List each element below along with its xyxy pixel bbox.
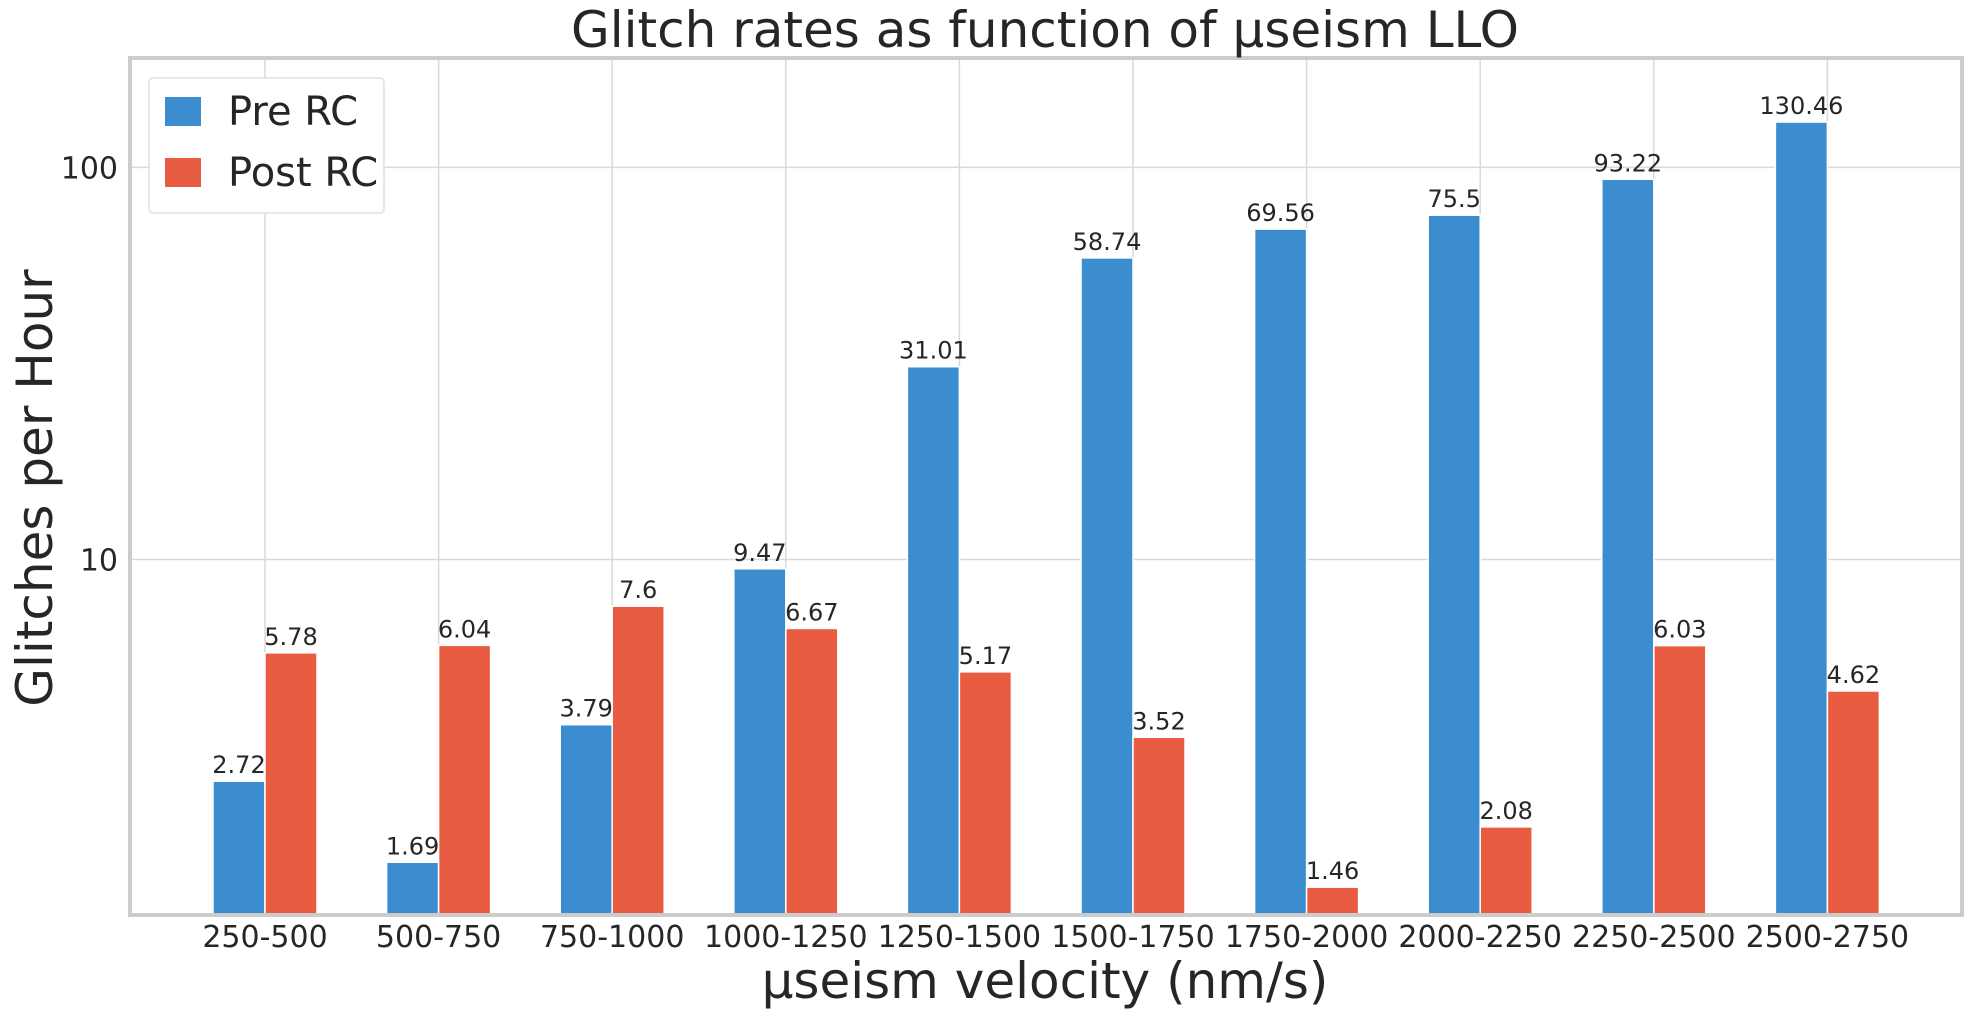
y-tick-label: 100 xyxy=(61,151,118,186)
y-axis-title: Glitches per Hour xyxy=(6,269,64,707)
legend: Pre RC Post RC xyxy=(148,77,385,214)
bar-pre-rc-3 xyxy=(733,568,787,916)
data-label-post-rc-6: 1.46 xyxy=(1306,857,1359,885)
chart-title: Glitch rates as function of μseism LLO xyxy=(571,1,1519,59)
x-tick-label-5: 1500-1750 xyxy=(1051,920,1215,955)
bar-post-rc-7 xyxy=(1479,826,1533,916)
x-tick-label-1: 500-750 xyxy=(376,920,501,955)
data-label-pre-rc-2: 3.79 xyxy=(559,695,612,723)
bar-pre-rc-6 xyxy=(1253,228,1308,916)
bar-post-rc-3 xyxy=(785,627,839,916)
bars xyxy=(212,121,1881,916)
x-tick-label-4: 1250-1500 xyxy=(878,920,1042,955)
data-label-post-rc-5: 3.52 xyxy=(1132,707,1185,735)
data-label-post-rc-2: 7.6 xyxy=(619,576,657,604)
legend-swatch-post-rc xyxy=(165,158,201,187)
x-axis-title: μseism velocity (nm/s) xyxy=(762,952,1329,1010)
bar-post-rc-9 xyxy=(1826,690,1881,916)
data-label-post-rc-1: 6.04 xyxy=(438,615,491,643)
bar-pre-rc-0 xyxy=(212,780,266,916)
data-label-pre-rc-1: 1.69 xyxy=(386,832,439,860)
legend-label-pre-rc: Pre RC xyxy=(228,89,358,135)
data-label-post-rc-4: 5.17 xyxy=(959,642,1012,670)
data-label-post-rc-9: 4.62 xyxy=(1827,661,1880,689)
bar-pre-rc-1 xyxy=(385,861,440,916)
bar-post-rc-1 xyxy=(437,644,492,916)
bar-post-rc-8 xyxy=(1653,644,1707,916)
data-labels: 2.72 1.69 3.79 9.47 31.01 58.74 69.56 75.5 93.22… xyxy=(212,92,1880,885)
bar-post-rc-5 xyxy=(1132,736,1186,916)
data-label-post-rc-3: 6.67 xyxy=(785,598,838,626)
x-tick-label-3: 1000-1250 xyxy=(704,920,868,955)
bar-pre-rc-4 xyxy=(906,365,961,916)
x-tick-label-0: 250-500 xyxy=(202,920,327,955)
data-label-pre-rc-4: 31.01 xyxy=(899,337,968,365)
x-tick-labels: 250-500 500-750 750-1000 1000-1250 1250-1500… xyxy=(202,920,1909,955)
data-label-post-rc-7: 2.08 xyxy=(1479,797,1532,825)
data-label-post-rc-8: 6.03 xyxy=(1653,616,1706,644)
bar-pre-rc-7 xyxy=(1427,214,1481,916)
x-tick-label-9: 2500-2750 xyxy=(1746,920,1910,955)
bar-pre-rc-8 xyxy=(1601,178,1655,916)
legend-label-post-rc: Post RC xyxy=(228,150,378,196)
data-label-pre-rc-6: 69.56 xyxy=(1246,199,1315,227)
plot-frame xyxy=(128,56,1964,917)
bar-post-rc-0 xyxy=(264,652,318,916)
x-tick-label-6: 1750-2000 xyxy=(1225,920,1389,955)
bar-post-rc-6 xyxy=(1305,886,1360,916)
data-label-pre-rc-7: 75.5 xyxy=(1427,185,1480,213)
y-tick-label: 10 xyxy=(80,543,118,578)
bar-pre-rc-5 xyxy=(1080,257,1134,916)
data-label-pre-rc-0: 2.72 xyxy=(212,751,265,779)
bar-pre-rc-2 xyxy=(559,723,613,916)
x-tick-label-7: 2000-2250 xyxy=(1398,920,1562,955)
y-tick-labels: 10 100 xyxy=(61,151,118,578)
bar-post-rc-2 xyxy=(611,605,665,916)
x-tick-label-8: 2250-2500 xyxy=(1572,920,1736,955)
bar-pre-rc-9 xyxy=(1774,121,1829,916)
x-tick-label-2: 750-1000 xyxy=(540,920,684,955)
legend-box xyxy=(148,77,385,214)
bar-post-rc-4 xyxy=(958,671,1013,916)
data-label-pre-rc-5: 58.74 xyxy=(1073,228,1142,256)
data-label-pre-rc-9: 130.46 xyxy=(1759,92,1843,120)
data-label-pre-rc-3: 9.47 xyxy=(733,539,786,567)
data-label-pre-rc-8: 93.22 xyxy=(1593,149,1662,177)
legend-swatch-pre-rc xyxy=(165,97,201,126)
data-label-post-rc-0: 5.78 xyxy=(264,623,317,651)
